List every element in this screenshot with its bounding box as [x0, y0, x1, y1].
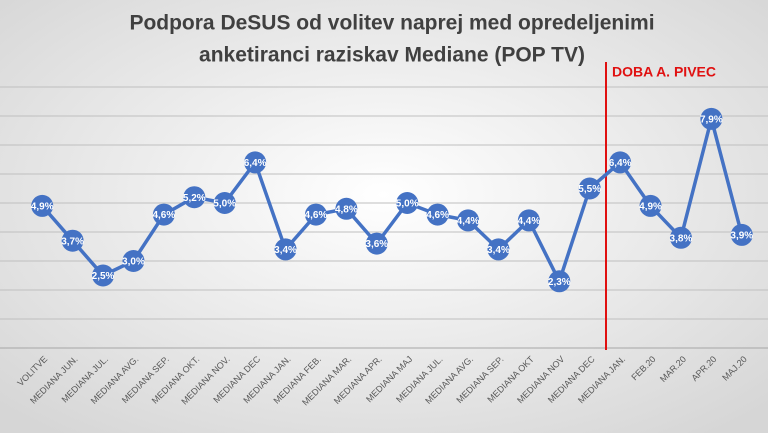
point: [487, 238, 510, 261]
point: [609, 151, 632, 174]
annotation: DOBA A. PIVEC: [612, 64, 716, 80]
data-label: 2,5%: [92, 271, 115, 282]
data-label: 4,4%: [457, 216, 480, 227]
data-label: 3,9%: [730, 231, 753, 242]
data-label: 6,4%: [609, 158, 632, 169]
point: [61, 229, 84, 252]
point: [335, 197, 358, 220]
point: [213, 192, 236, 214]
data-label: 4,6%: [426, 210, 449, 221]
data-label: 3,6%: [365, 239, 388, 250]
data-label: 2,3%: [548, 277, 571, 288]
chart-title: anketiranci raziskav Mediane (POP TV): [199, 44, 585, 67]
point: [426, 203, 449, 226]
point: [396, 192, 419, 214]
chart-title: Podpora DeSUS od volitev naprej med opre…: [129, 12, 654, 35]
point: [183, 186, 206, 209]
data-label: 4,4%: [517, 216, 540, 227]
point: [365, 232, 388, 255]
data-label: 3,7%: [61, 236, 84, 247]
point: [244, 151, 267, 174]
data-label: 3,4%: [274, 245, 297, 256]
point: [517, 209, 540, 232]
point: [669, 226, 692, 249]
data-label: 4,9%: [31, 202, 54, 213]
point: [31, 194, 54, 217]
point: [730, 223, 753, 246]
data-label: 5,0%: [213, 199, 236, 210]
point: [152, 203, 175, 226]
point: [639, 194, 662, 217]
point: [92, 264, 115, 287]
data-label: 4,9%: [639, 202, 662, 213]
data-label: 5,0%: [396, 199, 419, 210]
data-label: 4,8%: [335, 204, 358, 215]
point: [274, 238, 297, 261]
data-label: 3,8%: [670, 233, 693, 244]
data-label: 4,6%: [305, 210, 328, 221]
point: [700, 107, 723, 130]
data-label: 6,4%: [244, 158, 267, 169]
data-label: 4,6%: [152, 210, 175, 221]
data-label: 3,4%: [487, 245, 510, 256]
point: [578, 177, 601, 200]
data-label: 7,9%: [700, 115, 723, 126]
data-label: 5,5%: [578, 184, 601, 195]
data-label: 5,2%: [183, 193, 206, 204]
point: [304, 203, 327, 226]
point: [122, 250, 145, 272]
point: [457, 209, 480, 232]
data-label: 3,0%: [122, 257, 145, 268]
point: [548, 270, 571, 293]
